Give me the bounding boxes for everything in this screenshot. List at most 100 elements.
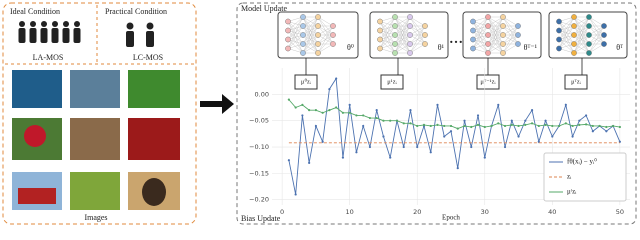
- neuron: [556, 45, 562, 52]
- edge: [409, 25, 426, 36]
- point: [348, 111, 351, 114]
- point: [524, 123, 527, 127]
- point: [571, 135, 574, 138]
- neuron: [470, 27, 476, 34]
- ellipsis: …: [449, 32, 463, 47]
- person-head: [63, 21, 69, 27]
- edge: [409, 25, 426, 45]
- edge: [302, 34, 319, 54]
- point: [382, 135, 385, 138]
- point: [362, 124, 365, 128]
- point: [362, 114, 365, 117]
- x-tick-label: 50: [616, 208, 624, 216]
- neuron: [586, 41, 592, 47]
- ideal-label: Ideal Condition: [10, 7, 60, 16]
- neuron: [485, 32, 491, 38]
- point: [436, 103, 439, 106]
- neuron: [300, 41, 306, 47]
- edge: [573, 43, 590, 54]
- neuron: [601, 32, 607, 38]
- neuron: [315, 32, 321, 38]
- person-head: [146, 22, 154, 30]
- point: [314, 109, 318, 112]
- bias-update-label: Bias Update: [241, 214, 281, 223]
- neuron: [500, 41, 506, 47]
- edge: [472, 34, 489, 49]
- point: [287, 98, 290, 101]
- person-body: [62, 28, 70, 43]
- photo-detail: [24, 125, 46, 147]
- neuron: [285, 18, 291, 25]
- person-body: [73, 28, 81, 43]
- edge: [394, 16, 411, 45]
- y-tick-label: −0.20: [249, 196, 269, 204]
- people-icons: [18, 21, 154, 47]
- edge: [502, 25, 519, 45]
- point: [422, 123, 426, 127]
- point: [564, 103, 567, 106]
- photo: [70, 118, 120, 160]
- edge: [558, 34, 575, 49]
- edge: [287, 34, 304, 49]
- images-label: Images: [84, 213, 107, 222]
- person-head: [52, 21, 58, 27]
- point: [294, 193, 297, 196]
- point: [503, 124, 507, 128]
- point: [436, 123, 439, 127]
- point: [382, 119, 385, 122]
- point: [456, 167, 459, 170]
- person-body: [51, 28, 59, 43]
- neuron: [315, 50, 321, 56]
- point: [591, 124, 594, 128]
- neuron: [330, 23, 336, 29]
- neuron: [500, 23, 506, 29]
- edge: [409, 16, 426, 27]
- point: [557, 124, 561, 128]
- point: [368, 116, 372, 120]
- person-body: [146, 31, 154, 47]
- point: [578, 119, 581, 122]
- model-update-label: Model Update: [241, 4, 287, 13]
- lc-mos: LC-MOS: [133, 53, 163, 62]
- edge: [394, 16, 411, 27]
- point: [524, 119, 527, 122]
- edge: [588, 25, 605, 45]
- neuron: [515, 32, 521, 38]
- point: [605, 130, 608, 133]
- point: [490, 124, 493, 128]
- neuron: [285, 45, 291, 52]
- point: [470, 125, 473, 129]
- edge: [558, 16, 575, 40]
- edge: [573, 16, 590, 27]
- edge: [573, 34, 590, 54]
- point: [409, 122, 412, 125]
- edge: [472, 16, 489, 40]
- point: [368, 145, 372, 149]
- point: [584, 114, 588, 117]
- point: [537, 124, 540, 128]
- point: [416, 124, 419, 128]
- point: [294, 106, 297, 109]
- neuron: [285, 27, 291, 34]
- point: [476, 123, 480, 127]
- point: [476, 114, 480, 117]
- edge: [409, 43, 426, 54]
- point: [612, 124, 615, 128]
- neuron: [586, 50, 592, 56]
- mu-label: μ¹zᵢ: [387, 78, 397, 85]
- neuron: [392, 23, 398, 29]
- networks: θ⁰ μ⁰zᵢ θ¹ μ¹zᵢ θᵀ⁻¹ μᵀ⁻¹zᵢ θᵀ μᵀzᵢ: [277, 11, 628, 90]
- edge: [287, 16, 304, 31]
- point: [449, 124, 453, 128]
- edge: [394, 16, 411, 54]
- point: [564, 122, 567, 125]
- plot: 0.00 −0.05 −0.10 −0.15 −0.20 0 10 20 30 40 50 Epoch…: [249, 68, 630, 222]
- point: [571, 124, 574, 128]
- edge: [394, 16, 411, 36]
- legend-box: [543, 152, 627, 202]
- edge: [558, 16, 575, 31]
- edge: [379, 16, 396, 49]
- point: [321, 111, 324, 114]
- neuron: [571, 32, 577, 38]
- point: [321, 140, 324, 143]
